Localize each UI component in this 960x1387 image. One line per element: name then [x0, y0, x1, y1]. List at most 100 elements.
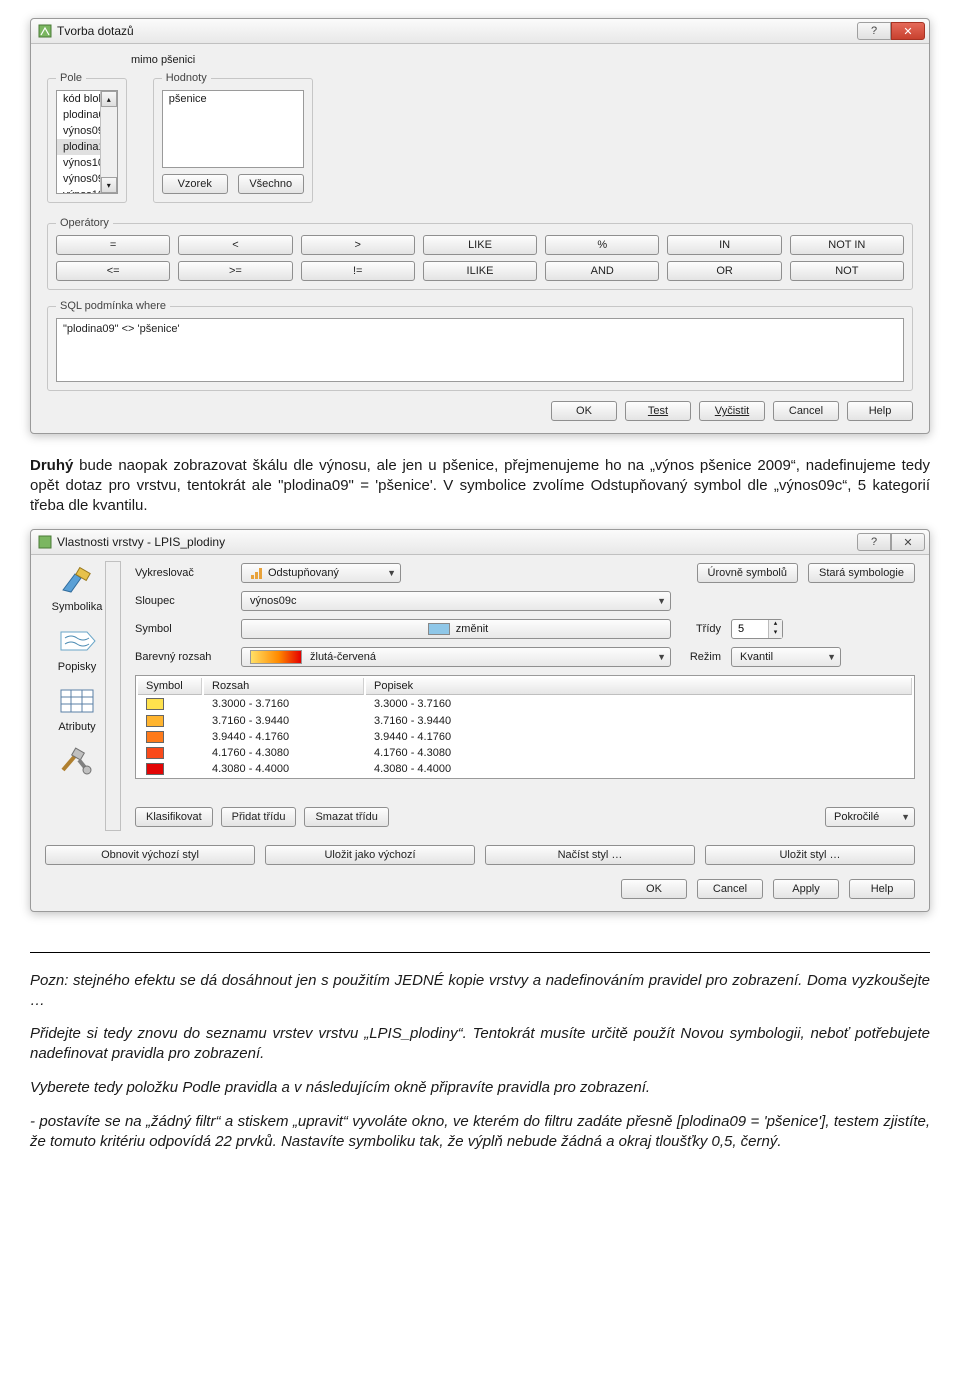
cancel-button[interactable]: Cancel [773, 401, 839, 421]
column-value: výnos09c [250, 595, 296, 607]
help-button[interactable]: Help [849, 879, 915, 899]
fields-scrollbar[interactable]: ▴ ▾ [100, 91, 117, 193]
values-legend: Hodnoty [162, 72, 211, 84]
renderer-combo[interactable]: Odstupňovaný ▼ [241, 563, 401, 583]
operator-button[interactable]: AND [545, 261, 659, 281]
ok-button[interactable]: OK [551, 401, 617, 421]
clear-button[interactable]: Vyčistit [699, 401, 765, 421]
classes-value[interactable] [732, 622, 768, 636]
tools-icon [55, 743, 99, 779]
operator-button[interactable]: NOT IN [790, 235, 904, 255]
th-symbol[interactable]: Symbol [138, 678, 202, 695]
classification-table: Symbol Rozsah Popisek 3.3000 - 3.71603.3… [135, 675, 915, 778]
operator-button[interactable]: <= [56, 261, 170, 281]
layer-properties-window: Vlastnosti vrstvy - LPIS_plodiny ? ✕ Sym… [30, 529, 930, 911]
ramp-value: žlutá-červená [310, 651, 376, 663]
brush-icon [55, 563, 99, 599]
add-class-button[interactable]: Přidat třídu [221, 807, 297, 827]
titlebar-help-button[interactable]: ? [857, 22, 891, 40]
old-symbology-button[interactable]: Stará symbologie [808, 563, 915, 583]
sample-button[interactable]: Vzorek [162, 174, 228, 194]
sql-where-input[interactable]: "plodina09" <> 'pšenice' [56, 318, 904, 382]
renderer-value: Odstupňovaný [268, 567, 339, 579]
sidebar-item-general[interactable] [37, 743, 117, 779]
classes-label: Třídy [681, 623, 721, 635]
ok-button[interactable]: OK [621, 879, 687, 899]
operator-button[interactable]: = [56, 235, 170, 255]
operator-button[interactable]: NOT [790, 261, 904, 281]
column-combo[interactable]: výnos09c ▼ [241, 591, 671, 611]
column-label: Sloupec [135, 595, 231, 607]
operator-button[interactable]: > [301, 235, 415, 255]
advanced-button[interactable]: Pokročilé ▼ [825, 807, 915, 827]
sidebar-item-label: Symbolika [37, 601, 117, 613]
titlebar-help-button[interactable]: ? [857, 533, 891, 551]
table-row[interactable]: 4.1760 - 4.30804.1760 - 4.3080 [138, 746, 912, 760]
cancel-button[interactable]: Cancel [697, 879, 763, 899]
spin-up-icon[interactable]: ▴ [768, 620, 782, 629]
help-button[interactable]: Help [847, 401, 913, 421]
sidebar-item-symbolika[interactable]: Symbolika [37, 563, 117, 613]
sidebar-item-atributy[interactable]: Atributy [37, 683, 117, 733]
class-label: 3.9440 - 4.1760 [366, 730, 912, 744]
mode-combo[interactable]: Kvantil ▼ [731, 647, 841, 667]
operator-button[interactable]: OR [667, 261, 781, 281]
test-button[interactable]: Test [625, 401, 691, 421]
operator-button[interactable]: IN [667, 235, 781, 255]
operator-button[interactable]: % [545, 235, 659, 255]
color-ramp-combo[interactable]: žlutá-červená ▼ [241, 647, 671, 667]
scroll-up-icon[interactable]: ▴ [101, 91, 117, 107]
titlebar: Vlastnosti vrstvy - LPIS_plodiny ? ✕ [31, 530, 929, 555]
properties-main: Vykreslovač Odstupňovaný ▼ Úrovně symbol… [121, 555, 929, 836]
fields-fieldset: Pole kód blokuplodina09výnos09plodina10v… [47, 72, 127, 203]
th-label[interactable]: Popisek [366, 678, 912, 695]
titlebar-close-button[interactable]: ✕ [891, 22, 925, 40]
article-paragraph-5: - postavíte se na „žádný filtr“ a stiske… [30, 1112, 930, 1152]
table-row[interactable]: 4.3080 - 4.40004.3080 - 4.4000 [138, 762, 912, 776]
operator-button[interactable]: LIKE [423, 235, 537, 255]
class-range: 4.1760 - 4.3080 [204, 746, 364, 760]
article-paragraph-1: Druhý bude naopak zobrazovat škálu dle v… [30, 456, 930, 515]
class-label: 3.7160 - 3.9440 [366, 713, 912, 727]
window-title: Tvorba dotazů [57, 24, 857, 38]
table-row[interactable]: 3.3000 - 3.71603.3000 - 3.7160 [138, 697, 912, 711]
operator-button[interactable]: < [178, 235, 292, 255]
table-icon [55, 683, 99, 719]
symbol-change-button[interactable]: změnit [241, 619, 671, 639]
save-as-default-button[interactable]: Uložit jako výchozí [265, 845, 475, 865]
p1-rest: bude naopak zobrazovat škálu dle výnosu,… [30, 457, 930, 514]
classify-button[interactable]: Klasifikovat [135, 807, 213, 827]
apply-button[interactable]: Apply [773, 879, 839, 899]
symbol-levels-button[interactable]: Úrovně symbolů [697, 563, 798, 583]
values-fieldset: Hodnoty pšenice Vzorek Všechno [153, 72, 313, 203]
values-listbox[interactable]: pšenice [162, 90, 304, 168]
table-row[interactable]: 3.7160 - 3.94403.7160 - 3.9440 [138, 713, 912, 727]
mode-label: Režim [681, 651, 721, 663]
operator-button[interactable]: != [301, 261, 415, 281]
scroll-down-icon[interactable]: ▾ [101, 177, 117, 193]
fields-listbox[interactable]: kód blokuplodina09výnos09plodina10výnos1… [56, 90, 118, 194]
query-builder-window: Tvorba dotazů ? ✕ mimo pšenici Pole kód … [30, 18, 930, 434]
sidebar-item-popisky[interactable]: Popisky [37, 623, 117, 673]
load-style-button[interactable]: Načíst styl … [485, 845, 695, 865]
th-range[interactable]: Rozsah [204, 678, 364, 695]
spin-down-icon[interactable]: ▾ [768, 629, 782, 638]
class-swatch [146, 747, 164, 759]
chevron-down-icon: ▼ [901, 812, 910, 822]
value-row[interactable]: pšenice [163, 91, 303, 107]
class-label: 3.3000 - 3.7160 [366, 697, 912, 711]
class-range: 3.7160 - 3.9440 [204, 713, 364, 727]
operator-button[interactable]: >= [178, 261, 292, 281]
operator-button[interactable]: ILIKE [423, 261, 537, 281]
delete-class-button[interactable]: Smazat třídu [304, 807, 388, 827]
restore-default-style-button[interactable]: Obnovit výchozí styl [45, 845, 255, 865]
all-button[interactable]: Všechno [238, 174, 304, 194]
titlebar-close-button[interactable]: ✕ [891, 533, 925, 551]
save-style-button[interactable]: Uložit styl … [705, 845, 915, 865]
class-swatch [146, 715, 164, 727]
class-swatch [146, 763, 164, 775]
table-row[interactable]: 3.9440 - 4.17603.9440 - 4.1760 [138, 730, 912, 744]
article-paragraph-4: Vyberete tedy položku Podle pravidla a v… [30, 1078, 930, 1098]
exclude-wheat-label: mimo pšenici [131, 54, 913, 66]
classes-spinner[interactable]: ▴▾ [731, 619, 783, 639]
